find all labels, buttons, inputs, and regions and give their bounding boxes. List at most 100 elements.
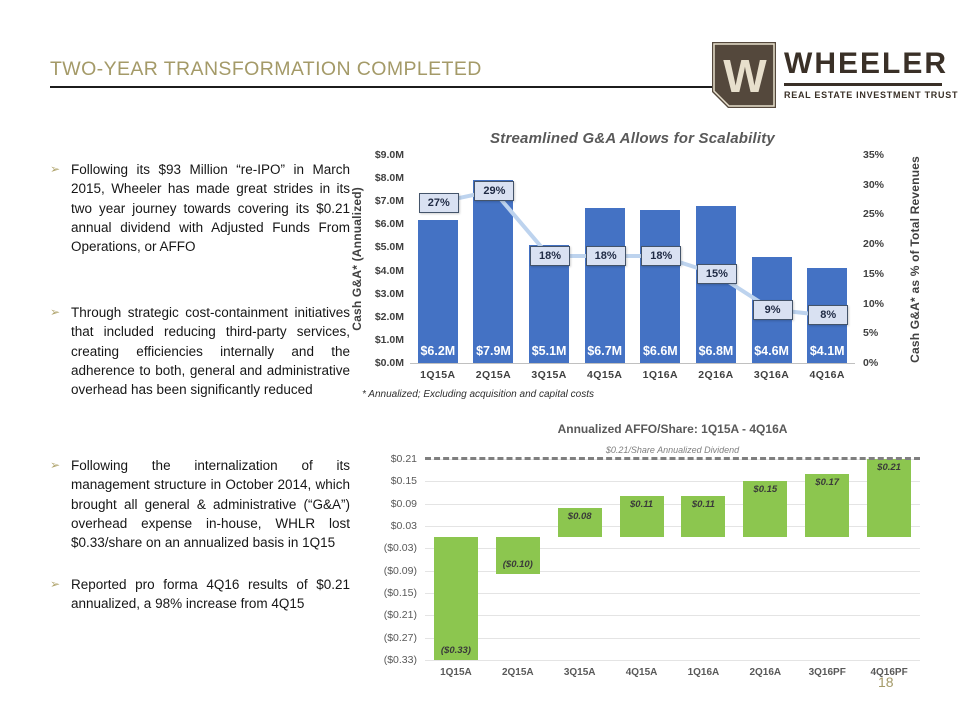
- affo-gridline: [425, 570, 920, 572]
- gna-pct-label: 18%: [530, 246, 571, 267]
- gna-bar-label: $4.1M: [809, 344, 845, 358]
- affo-ytick: ($0.09): [383, 564, 417, 577]
- affo-bar-label: $0.17: [815, 477, 840, 489]
- gna-ytick-left: $6.0M: [374, 218, 404, 231]
- gna-bar: $6.2M: [417, 219, 458, 363]
- affo-gridline: [425, 660, 920, 661]
- gna-pct-label: 9%: [752, 299, 793, 320]
- gna-right-axis-title-text: Cash G&A* as % of Total Revenues: [908, 155, 922, 363]
- gna-ytick-left: $8.0M: [374, 172, 404, 185]
- gna-xtick: 1Q15A: [420, 369, 456, 381]
- gna-ytick-left: $3.0M: [374, 287, 404, 300]
- bullet-item: ➢ Following the internalization of its m…: [50, 456, 350, 552]
- gna-left-ticks: $0.0M $1.0M $2.0M $3.0M $4.0M $5.0M $6.0M $7.0M…: [360, 149, 404, 369]
- affo-bar: $0.21: [867, 459, 912, 538]
- gna-ytick-left: $2.0M: [374, 310, 404, 323]
- gna-ytick-left: $9.0M: [374, 149, 404, 161]
- affo-ytick: ($0.33): [383, 654, 417, 666]
- gna-bar: $6.6M: [640, 210, 681, 363]
- affo-gridline: [425, 481, 920, 483]
- affo-ytick: $0.21: [390, 453, 417, 466]
- gna-bar-label: $6.2M: [420, 344, 456, 358]
- affo-bar: $0.15: [743, 481, 788, 538]
- gna-xtick: 2Q16A: [698, 369, 734, 381]
- affo-xtick: 4Q16PF: [870, 667, 908, 678]
- affo-bar-label: ($0.33): [440, 644, 471, 656]
- gna-ytick-right: 35%: [863, 149, 885, 161]
- bullet-text: Through strategic cost-containment initi…: [71, 305, 350, 398]
- gna-bar-label: $5.1M: [531, 344, 567, 358]
- gna-pct-label: 15%: [696, 263, 737, 284]
- affo-dividend-label: $0.21/Share Annualized Dividend: [605, 445, 740, 456]
- gna-ytick-left: $5.0M: [374, 241, 404, 254]
- gna-ytick-right: 30%: [863, 178, 885, 191]
- affo-xtick: 1Q16A: [687, 667, 720, 678]
- gna-ytick-right: 10%: [863, 297, 885, 310]
- page-title: TWO-YEAR TRANSFORMATION COMPLETED: [50, 58, 482, 80]
- gna-bar: $7.9M: [473, 180, 514, 363]
- affo-yticks: $0.21 $0.15 $0.09 $0.03 ($0.03) ($0.09) ($0.15…: [365, 448, 417, 666]
- affo-gridline: [425, 526, 920, 528]
- affo-ytick: $0.15: [390, 475, 417, 488]
- gna-xtick: 4Q15A: [587, 369, 623, 381]
- affo-bar-label: $0.08: [567, 510, 592, 522]
- gna-footnote: * Annualized; Excluding acquisition and …: [362, 389, 594, 400]
- gna-ytick-right: 0%: [863, 357, 879, 369]
- affo-xtick: 2Q15A: [501, 667, 534, 678]
- affo-bar: $0.11: [619, 496, 664, 538]
- affo-bar-label: ($0.10): [502, 559, 533, 571]
- gna-bar-label: $7.9M: [476, 344, 511, 358]
- affo-xticks: 1Q15A 2Q15A 3Q15A 4Q15A 1Q16A 2Q16A 3Q16PF 4Q16…: [425, 667, 920, 678]
- arrow-bullet-icon: ➢: [50, 577, 61, 591]
- svg-text:W: W: [723, 50, 767, 102]
- gna-ytick-right: 15%: [863, 267, 885, 280]
- affo-bar: $0.11: [681, 496, 726, 538]
- affo-bar: ($0.10): [495, 537, 540, 575]
- bullet-item: ➢ Through strategic cost-containment ini…: [50, 303, 350, 399]
- gna-plot: $6.2M $7.9M $5.1M $6.7M $6.6M $6.8M $4.6M $4.1M…: [410, 155, 855, 364]
- bullet-item: ➢ Following its $93 Million “re-IPO” in …: [50, 160, 350, 256]
- bullet-text: Following its $93 Million “re-IPO” in Ma…: [71, 162, 350, 255]
- affo-gridline: [425, 548, 920, 550]
- gna-bar-label: $6.8M: [698, 344, 734, 358]
- bullet-text: Reported pro forma 4Q16 results of $0.21…: [71, 577, 350, 612]
- affo-xtick: 2Q16A: [749, 667, 782, 678]
- title-underline: [50, 86, 712, 88]
- logo-tagline: REAL ESTATE INVESTMENT TRUST: [784, 90, 959, 100]
- gna-pct-label: 27%: [418, 192, 459, 213]
- gna-bar: $6.7M: [584, 208, 625, 363]
- affo-xtick: 1Q15A: [440, 667, 472, 678]
- affo-xtick: 4Q15A: [625, 667, 658, 678]
- gna-pct-label: 18%: [585, 246, 626, 267]
- affo-xtick: 3Q16PF: [808, 667, 846, 678]
- affo-gridline: [425, 637, 920, 639]
- gna-xtick: 2Q15A: [475, 369, 512, 381]
- affo-bar: $0.17: [805, 474, 850, 538]
- wheeler-logo: W WHEELER REAL ESTATE INVESTMENT TRUST: [712, 42, 957, 112]
- gna-bar-label: $6.7M: [587, 344, 623, 358]
- affo-bar: ($0.33): [433, 537, 478, 660]
- page-number: 18: [878, 674, 894, 690]
- affo-xtick: 3Q15A: [563, 667, 596, 678]
- wheeler-w-mark-icon: W: [712, 42, 776, 108]
- gna-chart: Streamlined G&A Allows for Scalability C…: [350, 128, 940, 410]
- gna-xtick: 3Q16A: [753, 369, 790, 381]
- arrow-bullet-icon: ➢: [50, 305, 61, 319]
- gna-chart-title: Streamlined G&A Allows for Scalability: [490, 130, 775, 147]
- gna-bar-label: $6.6M: [642, 344, 678, 358]
- logo-divider: [784, 83, 942, 86]
- gna-ytick-left: $4.0M: [374, 264, 404, 277]
- gna-pct-label: 18%: [641, 246, 682, 267]
- gna-ytick-left: $7.0M: [374, 195, 404, 208]
- affo-bar-label: $0.15: [753, 484, 778, 496]
- affo-ytick: $0.03: [390, 520, 417, 533]
- gna-ytick-left: $1.0M: [374, 333, 404, 346]
- gna-bar: $6.8M: [695, 205, 736, 363]
- gna-bar-label: $4.6M: [754, 344, 789, 358]
- gna-xtick: 3Q15A: [531, 369, 567, 381]
- gna-pct-label: 8%: [808, 305, 849, 326]
- gna-xticks: 1Q15A 2Q15A 3Q15A 4Q15A 1Q16A 2Q16A 3Q16A 4Q16A: [410, 369, 855, 381]
- logo-name: WHEELER: [784, 47, 948, 80]
- affo-bar: $0.08: [557, 507, 602, 538]
